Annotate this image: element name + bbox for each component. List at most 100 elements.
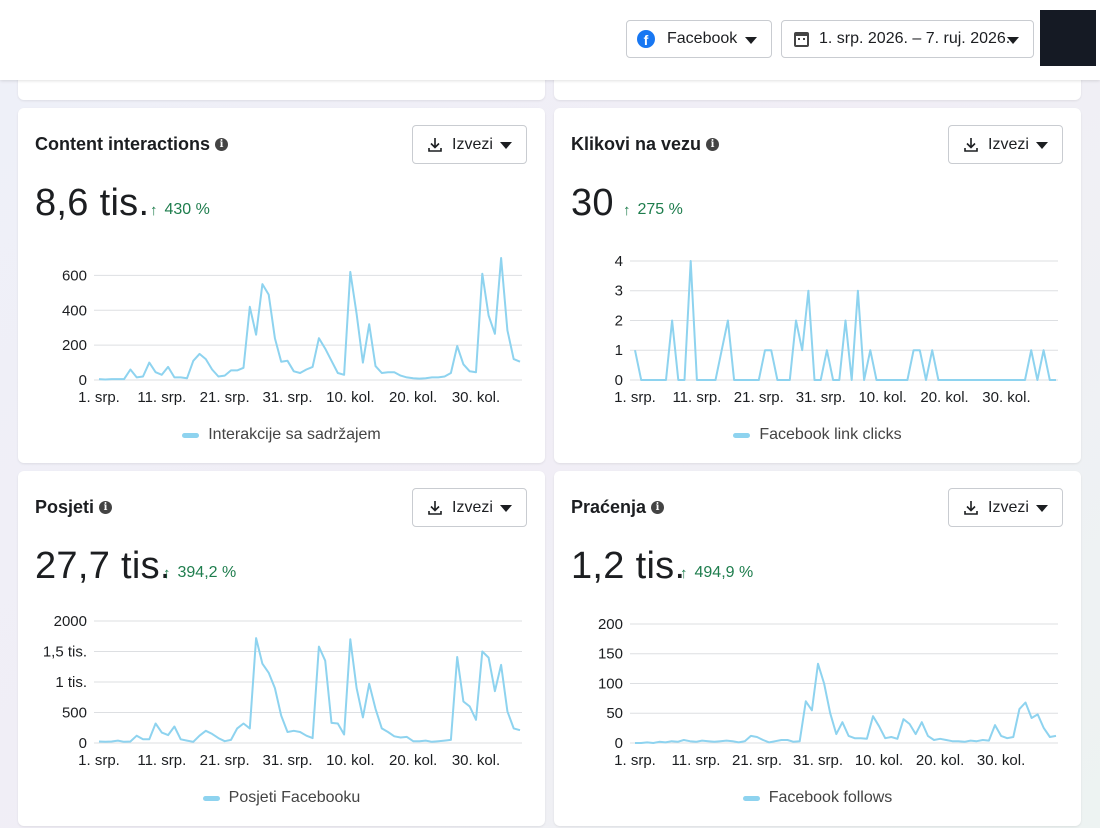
x-tick-label: 11. srp.: [672, 389, 721, 406]
chart-legend: Interakcije sa sadržajem: [18, 426, 545, 444]
x-tick-label: 20. kol.: [916, 752, 964, 769]
x-tick-label: 21. srp.: [200, 752, 250, 769]
y-tick-label: 500: [62, 705, 87, 722]
info-icon[interactable]: i: [99, 501, 113, 514]
arrow-up-icon: ↑: [623, 201, 631, 219]
calendar-icon: [794, 31, 809, 47]
chart-legend: Posjeti Facebooku: [18, 789, 545, 807]
x-tick-label: 21. srp.: [732, 752, 782, 769]
arrow-up-icon: ↑: [163, 564, 171, 582]
date-range-picker[interactable]: 1. srp. 2026. – 7. ruj. 2026.: [781, 20, 1034, 58]
series-line: [98, 637, 521, 743]
download-icon: [964, 137, 978, 152]
chevron-down-icon: [745, 37, 757, 44]
chart-title: Posjeti i: [35, 497, 113, 518]
line-chart: 0 1 2 3 4 1. srp. 11. srp. 21. srp. 31. srp. 10. …: [614, 253, 1058, 406]
info-icon[interactable]: i: [215, 138, 229, 151]
chart-card: Content interactions i Izvezi 8,6 tis. ↑…: [18, 108, 545, 463]
metric-change: ↑ 394,2 %: [163, 564, 236, 582]
download-icon: [964, 500, 978, 515]
legend-label: Posjeti Facebooku: [228, 789, 361, 806]
x-tick-label: 11. srp.: [672, 752, 721, 769]
y-tick-label: 2: [615, 312, 623, 329]
chart-card: Klikovi na vezu i Izvezi 30 ↑ 275 % Face…: [554, 108, 1081, 463]
x-tick-label: 30. kol.: [977, 752, 1025, 769]
y-tick-label: 2000: [54, 613, 87, 630]
y-tick-label: 150: [598, 646, 623, 663]
x-tick-label: 30. kol.: [982, 389, 1030, 406]
x-tick-label: 10. kol.: [326, 752, 374, 769]
export-button[interactable]: Izvezi: [412, 488, 527, 527]
legend-label: Facebook follows: [768, 789, 893, 806]
download-icon: [428, 500, 442, 515]
x-tick-label: 30. kol.: [452, 389, 500, 406]
info-icon[interactable]: i: [706, 138, 720, 151]
line-chart: 0 500 1 tis. 1,5 tis. 2000 1. srp. 11. srp. 21.…: [43, 613, 522, 769]
chart-title-text: Posjeti: [35, 497, 95, 517]
chart-title: Content interactions i: [35, 134, 229, 155]
x-tick-label: 10. kol.: [858, 389, 906, 406]
arrow-up-icon: ↑: [680, 564, 688, 582]
y-tick-label: 0: [615, 735, 623, 752]
date-range-label: 1. srp. 2026. – 7. ruj. 2026.: [819, 30, 1011, 47]
x-tick-label: 30. kol.: [452, 752, 500, 769]
chart-legend: Facebook link clicks: [554, 426, 1081, 444]
metric-value: 30: [571, 182, 614, 224]
metric-change-value: 394,2 %: [177, 564, 237, 581]
x-tick-label: 1. srp.: [78, 389, 120, 406]
avatar[interactable]: [1040, 10, 1096, 66]
x-tick-label: 1. srp.: [614, 389, 656, 406]
x-tick-label: 31. srp.: [796, 389, 846, 406]
chart-card: Posjeti i Izvezi 27,7 tis. ↑ 394,2 % Pos…: [18, 471, 545, 826]
chart-legend: Facebook follows: [554, 789, 1081, 807]
x-tick-label: 31. srp.: [262, 389, 312, 406]
x-tick-label: 21. srp.: [200, 389, 250, 406]
series-line: [635, 662, 1057, 744]
metric-value: 27,7 tis.: [35, 545, 171, 587]
chart-card: Praćenja i Izvezi 1,2 tis. ↑ 494,9 % Fac…: [554, 471, 1081, 826]
y-tick-label: 200: [62, 337, 87, 354]
chart-title-text: Content interactions: [35, 134, 211, 154]
export-label: Izvezi: [988, 135, 1029, 153]
y-tick-label: 0: [79, 735, 87, 752]
series-line: [634, 260, 1056, 381]
x-tick-label: 11. srp.: [137, 752, 186, 769]
metric-value: 1,2 tis.: [571, 545, 686, 587]
y-tick-label: 0: [79, 372, 87, 389]
info-icon[interactable]: i: [651, 501, 665, 514]
legend-swatch: [742, 795, 760, 801]
chevron-down-icon: [1036, 142, 1048, 149]
metric-change-value: 275 %: [637, 201, 683, 218]
chart-title-text: Praćenja: [571, 497, 647, 517]
x-tick-label: 31. srp.: [793, 752, 843, 769]
metric-value: 8,6 tis.: [35, 182, 150, 224]
legend-swatch: [182, 432, 200, 438]
export-button[interactable]: Izvezi: [412, 125, 527, 164]
download-icon: [428, 137, 442, 152]
legend-label: Interakcije sa sadržajem: [208, 426, 381, 443]
y-tick-label: 0: [615, 372, 623, 389]
x-tick-label: 1. srp.: [78, 752, 120, 769]
chevron-down-icon: [1036, 505, 1048, 512]
line-chart: 0 200 400 600 1. srp. 11. srp. 21. srp. 31. srp…: [62, 257, 522, 406]
legend-label: Facebook link clicks: [759, 426, 902, 443]
x-tick-label: 10. kol.: [326, 389, 374, 406]
top-bar: f Facebook 1. srp. 2026. – 7. ruj. 2026.: [0, 0, 1100, 80]
y-tick-label: 50: [606, 705, 623, 722]
x-tick-label: 10. kol.: [855, 752, 903, 769]
y-tick-label: 400: [62, 302, 87, 319]
x-tick-label: 11. srp.: [137, 389, 186, 406]
series-line: [98, 257, 521, 381]
y-tick-label: 1 tis.: [55, 674, 87, 691]
facebook-icon: f: [637, 30, 655, 48]
metric-change-value: 494,9 %: [694, 564, 754, 581]
x-tick-label: 31. srp.: [262, 752, 312, 769]
export-label: Izvezi: [452, 135, 493, 153]
platform-selector[interactable]: f Facebook: [626, 20, 772, 58]
export-button[interactable]: Izvezi: [948, 488, 1063, 527]
x-tick-label: 20. kol.: [389, 389, 437, 406]
metric-change: ↑ 430 %: [150, 201, 210, 219]
export-button[interactable]: Izvezi: [948, 125, 1063, 164]
platform-label: Facebook: [667, 30, 738, 47]
metric-change-value: 430 %: [164, 201, 210, 218]
